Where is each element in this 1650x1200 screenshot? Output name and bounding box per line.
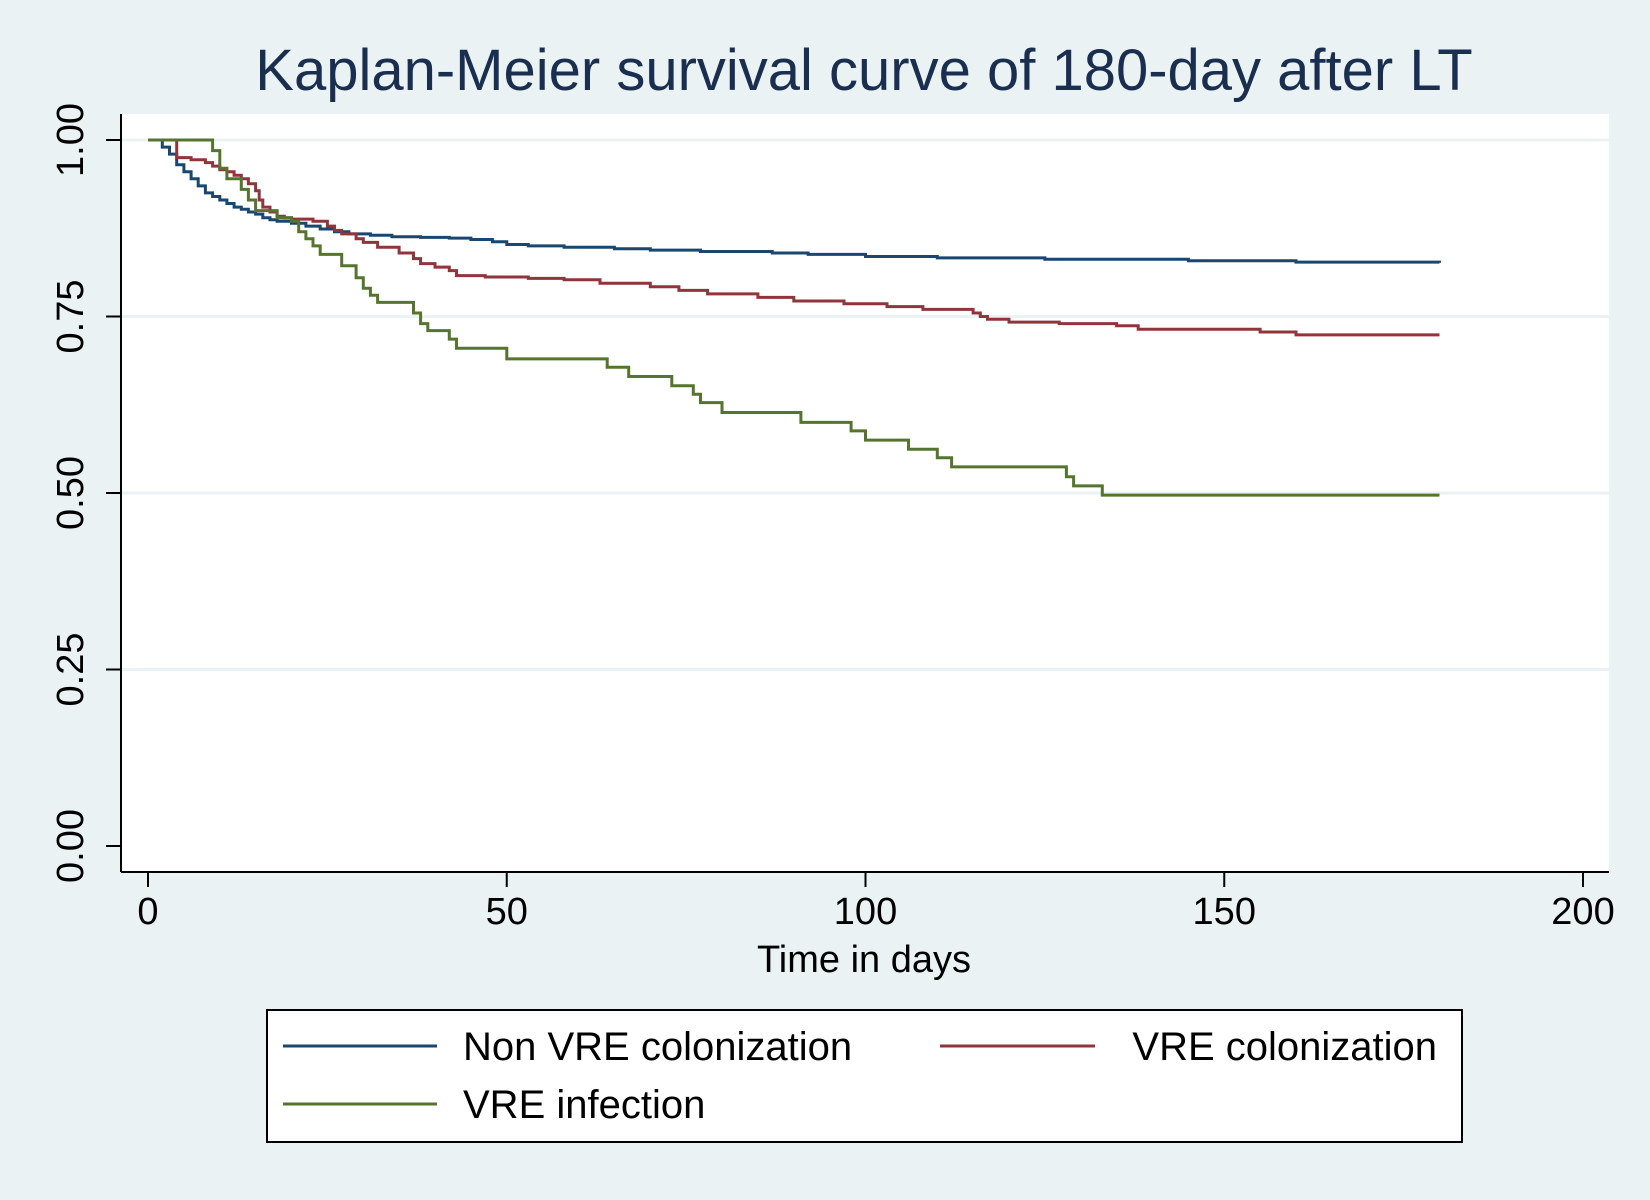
x-tick-label: 50	[486, 891, 528, 933]
legend-label: VRE colonization	[1132, 1025, 1437, 1069]
y-tick-label: 0.25	[50, 633, 92, 707]
y-tick-label: 0.00	[50, 809, 92, 883]
x-tick-label: 150	[1193, 891, 1256, 933]
legend: Non VRE colonization VRE colonization VRE …	[266, 1009, 1463, 1143]
y-tick-label: 1.00	[50, 103, 92, 177]
series-lines	[148, 138, 1441, 497]
series-line-3	[148, 138, 1440, 497]
x-tick-label: 200	[1551, 891, 1614, 933]
legend-label: VRE infection	[463, 1083, 705, 1127]
y-tick-label: 0.75	[50, 280, 92, 354]
axes: 0.00 0.25 0.50 0.75 1.00 0 50 100 150 200	[50, 103, 1615, 933]
x-axis-title: Time in days	[757, 939, 971, 981]
series-line-2	[148, 138, 1440, 337]
x-tick-label: 100	[834, 891, 897, 933]
y-tick-label: 0.50	[50, 456, 92, 530]
legend-label: Non VRE colonization	[463, 1025, 852, 1069]
chart-title: Kaplan-Meier survival curve of 180-day a…	[255, 38, 1472, 103]
x-tick-label: 0	[137, 891, 158, 933]
legend-box	[266, 1009, 1463, 1143]
grid-lines	[121, 138, 1609, 671]
